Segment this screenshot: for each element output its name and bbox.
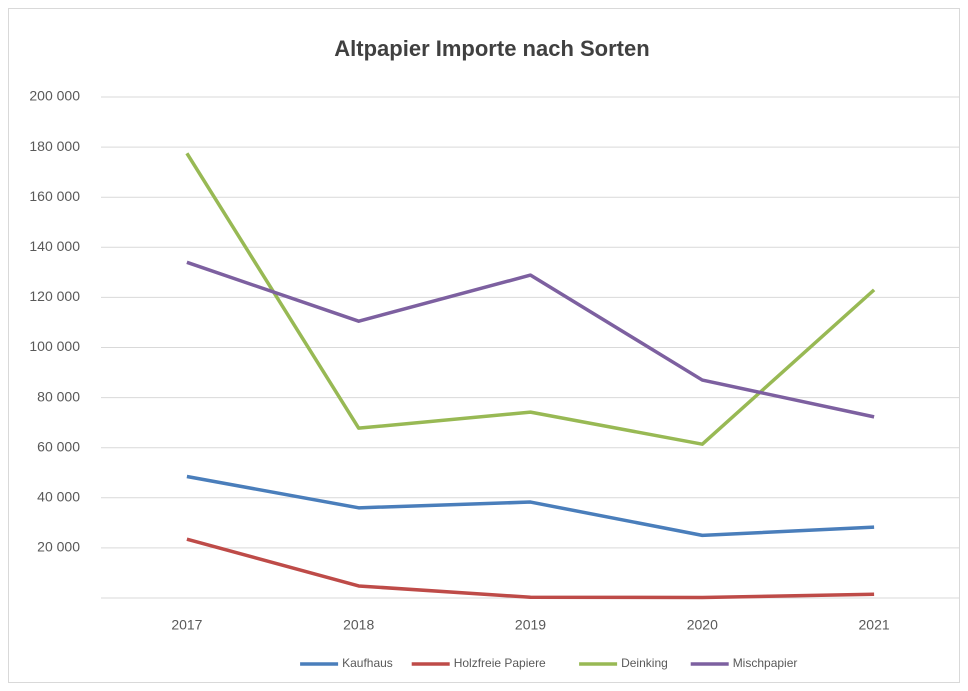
y-tick-label: 120 000 (29, 288, 80, 304)
x-tick-label: 2018 (343, 617, 374, 633)
y-tick-label: 60 000 (37, 438, 80, 454)
legend-label: Kaufhaus (342, 656, 393, 670)
x-tick-label: 2019 (515, 617, 546, 633)
chart-border (8, 8, 960, 683)
series-line (186, 537, 875, 600)
y-tick-label: 100 000 (29, 338, 80, 354)
series-line (186, 260, 875, 419)
y-tick-label: 180 000 (29, 138, 80, 154)
series-line (186, 474, 875, 538)
y-tick-label: 40 000 (37, 489, 80, 505)
legend-label: Deinking (621, 656, 668, 670)
y-tick-label: 140 000 (29, 238, 80, 254)
legend-label: Mischpapier (733, 656, 798, 670)
x-tick-label: 2017 (171, 617, 202, 633)
y-tick-label: 160 000 (29, 188, 80, 204)
chart-title: Altpapier Importe nach Sorten (334, 36, 649, 61)
legend-label: Holzfreie Papiere (454, 656, 546, 670)
y-tick-label: 20 000 (37, 539, 80, 555)
y-tick-label: 80 000 (37, 388, 80, 404)
y-tick-label: 200 000 (29, 88, 80, 104)
x-tick-label: 2021 (859, 617, 890, 633)
x-tick-label: 2020 (687, 617, 718, 633)
